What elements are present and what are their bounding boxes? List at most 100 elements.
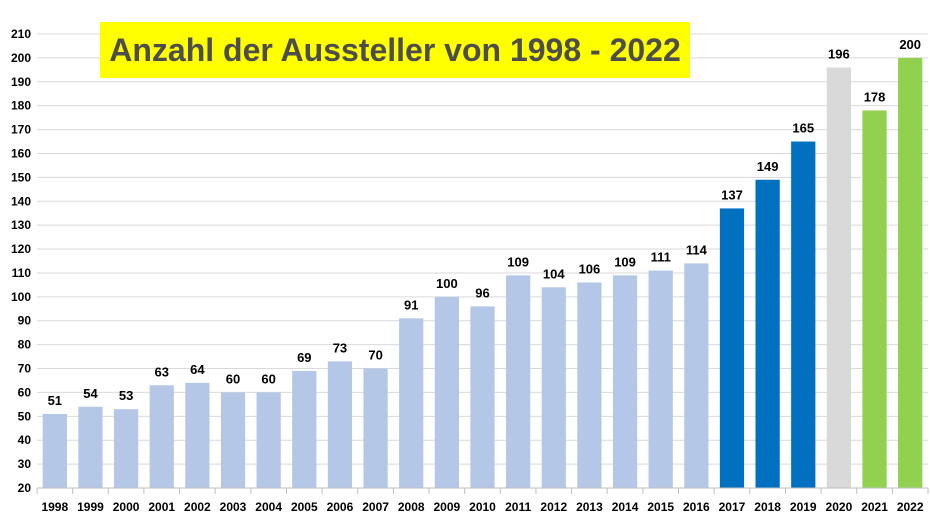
x-tick-label: 2007: [362, 500, 389, 514]
bars: [42, 57, 923, 489]
y-tick-label: 50: [18, 409, 32, 423]
y-tick-label: 140: [11, 194, 31, 208]
x-tick-label: 2009: [434, 500, 461, 514]
bar-2005: [292, 370, 317, 488]
y-tick-label: 60: [18, 385, 32, 399]
data-label-2002: 64: [190, 362, 205, 377]
y-tick-label: 100: [11, 290, 31, 304]
x-tick-label: 2005: [291, 500, 318, 514]
x-tick-label: 2020: [826, 500, 853, 514]
data-label-2010: 96: [475, 285, 489, 300]
y-tick-label: 170: [11, 123, 31, 137]
x-tick-label: 2006: [327, 500, 354, 514]
bar-2003: [220, 392, 246, 488]
x-tick-label: 2016: [683, 500, 710, 514]
data-label-1998: 51: [48, 393, 62, 408]
y-tick-label: 70: [18, 362, 32, 376]
data-label-2007: 70: [368, 348, 382, 363]
y-tick-label: 150: [11, 170, 31, 184]
x-tick-label: 2012: [540, 500, 567, 514]
data-label-2020: 196: [828, 46, 850, 61]
x-tick-label: 2008: [398, 500, 425, 514]
data-label-2019: 165: [792, 121, 814, 136]
bar-2016: [684, 263, 709, 488]
x-tick-label: 2022: [897, 500, 924, 514]
x-tick-label: 2000: [113, 500, 140, 514]
bar-2000: [113, 409, 139, 488]
data-label-2001: 63: [155, 364, 169, 379]
x-tick-label: 2001: [148, 500, 175, 514]
y-tick-label: 80: [18, 338, 32, 352]
data-label-2017: 137: [721, 187, 743, 202]
bar-2010: [470, 306, 495, 488]
x-tick-label: 2015: [647, 500, 674, 514]
y-axis: 20 30 40 50 60 70 80 90 100 110 120 130 140 150 160 170…: [11, 27, 31, 495]
bar-2019: [791, 141, 816, 489]
data-label-2008: 91: [404, 297, 418, 312]
y-tick-label: 180: [11, 99, 31, 113]
bar-2007: [363, 368, 388, 488]
bar-2008: [399, 318, 424, 488]
x-tick-label: 2002: [184, 500, 211, 514]
x-tick-label: 2021: [861, 500, 888, 514]
y-tick-label: 20: [18, 481, 32, 495]
y-tick-label: 200: [11, 51, 31, 65]
data-label-2012: 104: [543, 266, 565, 281]
data-label-2004: 60: [261, 371, 275, 386]
bar-2012: [541, 287, 566, 488]
data-label-1999: 54: [83, 386, 98, 401]
data-label-2013: 106: [579, 262, 601, 277]
bar-2013: [577, 282, 602, 488]
data-label-2005: 69: [297, 350, 311, 365]
x-tick-label: 2017: [719, 500, 746, 514]
x-tick-label: 1999: [77, 500, 104, 514]
data-label-2011: 109: [507, 254, 529, 269]
data-labels: 51 54 53 63 64 60 60 69 73 70 91 100 96 109 104 106 109 1…: [48, 37, 921, 408]
x-tick-label: 1998: [41, 500, 68, 514]
bar-2020: [826, 67, 852, 488]
y-tick-label: 110: [12, 266, 32, 280]
chart-title-box: Anzahl der Aussteller von 1998 - 2022: [100, 22, 690, 78]
y-tick-label: 30: [18, 457, 32, 471]
x-tick-label: 2011: [505, 500, 531, 514]
x-axis: 1998 1999 2000 2001 2002 2003 2004 2005 2006 2007…: [36, 487, 929, 514]
data-label-2021: 178: [864, 89, 886, 104]
bar-2015: [648, 270, 673, 488]
data-label-2003: 60: [226, 371, 240, 386]
bar-2014: [612, 275, 638, 488]
y-tick-label: 40: [18, 433, 32, 447]
y-tick-label: 190: [11, 75, 31, 89]
y-tick-label: 120: [11, 242, 31, 256]
x-tick-label: 2013: [576, 500, 603, 514]
bar-2004: [256, 392, 281, 488]
bar-2002: [185, 382, 210, 488]
y-tick-label: 90: [18, 314, 32, 328]
data-label-2006: 73: [333, 340, 347, 355]
data-label-2000: 53: [119, 388, 133, 403]
y-tick-label: 210: [11, 27, 31, 41]
data-label-2015: 111: [651, 250, 671, 265]
bar-2021: [862, 110, 887, 488]
data-label-2022: 200: [899, 37, 921, 52]
bar-2018: [755, 179, 780, 489]
y-tick-label: 130: [11, 218, 31, 232]
data-label-2009: 100: [436, 276, 458, 291]
data-label-2014: 109: [614, 254, 636, 269]
x-tick-label: 2003: [220, 500, 247, 514]
chart-title: Anzahl der Aussteller von 1998 - 2022: [109, 31, 681, 68]
bar-2011: [506, 275, 531, 488]
x-tick-label: 2018: [754, 500, 781, 514]
x-tick-label: 2014: [612, 500, 639, 514]
data-label-2016: 114: [686, 242, 708, 257]
bar-1998: [42, 413, 67, 488]
x-tick-label: 2004: [255, 500, 282, 514]
y-tick-label: 160: [11, 146, 31, 160]
x-tick-label: 2019: [790, 500, 817, 514]
bar-2009: [434, 296, 459, 488]
bar-2022: [898, 57, 923, 488]
bar-2006: [327, 361, 353, 488]
x-tick-label: 2010: [469, 500, 496, 514]
bar-2017: [719, 208, 745, 488]
bar-1999: [78, 406, 103, 488]
